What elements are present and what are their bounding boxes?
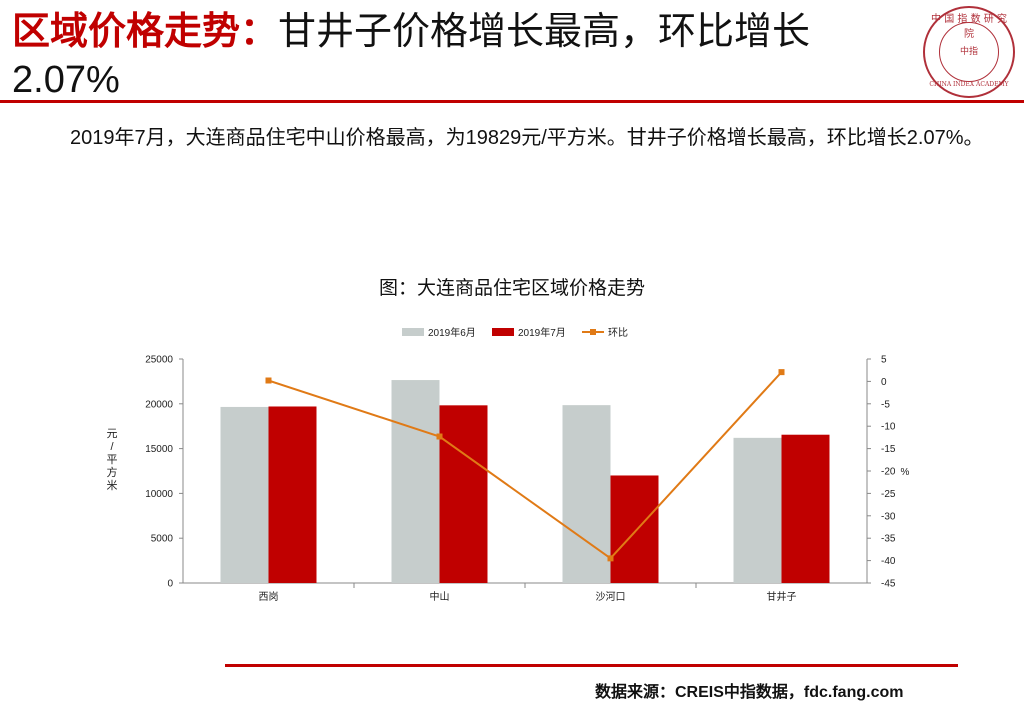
bar-june	[733, 437, 782, 583]
china-index-academy-logo: 中 国 指 数 研 究 院 中指 CHINA INDEX ACADEMY	[923, 6, 1015, 98]
x-tick-label: 甘井子	[767, 590, 797, 603]
x-tick-label: 西岗	[259, 591, 279, 603]
data-source: 数据来源：CREIS中指数据，fdc.fang.com	[595, 684, 904, 701]
left-tick-label: 25000	[145, 355, 173, 366]
logo-inner-ring	[939, 22, 999, 82]
right-tick-label: 5	[881, 355, 887, 366]
right-tick-label: -30	[881, 511, 896, 522]
mom-point	[778, 369, 785, 376]
right-tick-label: 0	[881, 377, 887, 388]
right-tick-label: -35	[881, 534, 896, 545]
right-tick-label: -25	[881, 489, 896, 500]
left-axis-title-char: 米	[107, 479, 118, 492]
right-tick-label: -10	[881, 422, 896, 433]
footer-divider	[225, 664, 958, 667]
mom-point	[265, 377, 272, 384]
right-tick-label: -40	[881, 556, 896, 567]
bar-july	[610, 475, 659, 583]
bar-july	[439, 405, 488, 583]
left-tick-label: 0	[167, 579, 173, 590]
right-tick-label: -15	[881, 444, 896, 455]
title-highlight: 区域价格走势：	[12, 11, 279, 53]
legend-swatch-bar	[492, 328, 514, 336]
title-divider	[0, 100, 1024, 103]
mom-point	[607, 555, 614, 562]
right-tick-label: -45	[881, 579, 896, 590]
right-tick-label: -5	[881, 399, 890, 410]
left-axis-title-char: 方	[107, 465, 118, 479]
legend-swatch-marker	[590, 329, 596, 335]
left-tick-label: 15000	[145, 444, 173, 455]
left-axis-title-char: /	[110, 441, 114, 453]
x-tick-label: 中山	[430, 590, 450, 603]
legend-label: 2019年7月	[518, 326, 566, 339]
logo-center-text: 中指	[959, 46, 978, 56]
legend-label: 2019年6月	[428, 326, 476, 339]
title-rest: 甘井子价格增长最高，环比增长2.07%	[12, 11, 811, 101]
left-tick-label: 5000	[151, 534, 174, 545]
left-tick-label: 20000	[145, 399, 173, 410]
bar-june	[562, 405, 611, 583]
mom-line	[268, 371, 783, 560]
left-axis-title-char: 平	[107, 454, 118, 466]
right-tick-label: -20	[881, 467, 896, 478]
bar-june	[391, 380, 440, 583]
right-axis-title: %	[901, 467, 910, 478]
left-axis-title-char: 元	[107, 428, 118, 440]
bar-july	[268, 406, 317, 583]
mom-point	[436, 433, 443, 440]
legend-label: 环比	[608, 327, 628, 339]
legend-swatch-bar	[402, 328, 424, 336]
left-tick-label: 10000	[145, 489, 173, 500]
bar-july	[781, 434, 830, 583]
page-title: 区域价格走势：甘井子价格增长最高，环比增长2.07%	[12, 8, 912, 104]
logo-bottom-text: CHINA INDEX ACADEMY	[929, 81, 1009, 88]
chart-title: 图：大连商品住宅区域价格走势	[378, 278, 645, 299]
x-tick-label: 沙河口	[596, 591, 626, 603]
bar-june	[220, 406, 269, 583]
summary-paragraph: 2019年7月，大连商品住宅中山价格最高，为19829元/平方米。甘井子价格增长…	[70, 127, 984, 149]
